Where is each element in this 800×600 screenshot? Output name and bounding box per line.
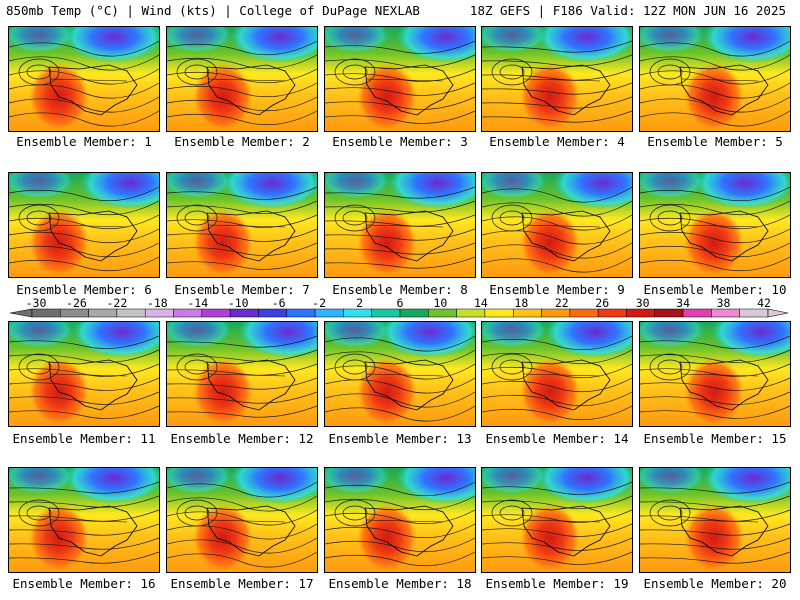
ensemble-member-label: Ensemble Member: 6 [16,282,152,297]
colorbar-tick-label: 18 [514,296,529,310]
colorbar-tick-label: 14 [473,296,488,310]
colorbar-segment [60,308,89,318]
colorbar-tick-label: -26 [66,296,87,310]
colorbar-tick-label: 38 [716,296,731,310]
ensemble-member-map [639,26,791,132]
ensemble-member-label: Ensemble Member: 20 [643,576,787,591]
colorbar-tick-label: 2 [356,296,364,310]
ensemble-member-label: Ensemble Member: 17 [170,576,314,591]
ensemble-member-map [481,172,633,278]
colorbar-segment [201,308,231,318]
colorbar-tick-label: 10 [433,296,448,310]
colorbar-segment [569,308,599,318]
ensemble-member-label: Ensemble Member: 4 [489,134,625,149]
colorbar-segment [739,308,769,318]
colorbar-segment [31,308,61,318]
run-valid-time: 18Z GEFS | F186 Valid: 12Z MON JUN 16 20… [469,3,786,18]
colorbar-segment [682,308,712,318]
colorbar-segment [541,308,571,318]
ensemble-member-map [8,467,160,573]
ensemble-member-map [166,321,318,427]
ensemble-member-map [8,172,160,278]
colorbar-segment [626,308,656,318]
ensemble-member-label: Ensemble Member: 1 [16,134,152,149]
ensemble-member-label: Ensemble Member: 5 [647,134,783,149]
colorbar-tick-label: -18 [146,296,168,310]
ensemble-member-map [481,467,633,573]
colorbar-segment [173,308,203,318]
ensemble-member-map [324,467,476,573]
colorbar-tick-label: 26 [595,296,610,310]
colorbar-segment [512,308,542,318]
chart-title: 850mb Temp (°C) | Wind (kts) | College o… [6,3,420,18]
colorbar-tick-label: -30 [25,296,47,310]
ensemble-member-label: Ensemble Member: 3 [332,134,468,149]
colorbar-segment [456,308,486,318]
ensemble-member-map [166,467,318,573]
ensemble-member-map [8,321,160,427]
colorbar-segment [428,308,457,318]
ensemble-member-map [639,467,791,573]
colorbar-segment [258,308,288,318]
colorbar-tick-label: 6 [396,296,404,310]
colorbar-segment [484,308,514,318]
ensemble-member-label: Ensemble Member: 14 [485,431,629,446]
colorbar-tick-label: 30 [635,296,650,310]
ensemble-member-label: Ensemble Member: 15 [643,431,787,446]
ensemble-member-map [324,321,476,427]
colorbar-tick-label: -14 [187,296,209,310]
ensemble-member-label: Ensemble Member: 11 [12,431,156,446]
ensemble-member-label: Ensemble Member: 9 [489,282,625,297]
ensemble-member-label: Ensemble Member: 13 [328,431,472,446]
colorbar-segment [371,308,401,318]
colorbar-tick-label: -22 [106,296,128,310]
ensemble-member-map [324,26,476,132]
ensemble-member-label: Ensemble Member: 18 [328,576,472,591]
colorbar-segment [654,308,684,318]
colorbar-segment [286,308,316,318]
colorbar-tick-label: 34 [676,296,691,310]
ensemble-member-label: Ensemble Member: 7 [174,282,310,297]
ensemble-member-map [324,172,476,278]
colorbar-tick-label: 42 [757,296,771,310]
colorbar-segment [711,308,740,318]
ensemble-member-map [481,321,633,427]
ensemble-member-label: Ensemble Member: 10 [643,282,787,297]
ensemble-member-label: Ensemble Member: 8 [332,282,468,297]
colorbar-segment [229,308,259,318]
colorbar-tick-label: -2 [312,296,327,310]
colorbar-segment [144,308,174,318]
ensemble-member-label: Ensemble Member: 16 [12,576,156,591]
ensemble-member-map [481,26,633,132]
ensemble-member-map [8,26,160,132]
ensemble-member-label: Ensemble Member: 12 [170,431,314,446]
colorbar-segment [116,308,146,318]
colorbar-segment [343,308,372,318]
colorbar-segment [314,308,344,318]
colorbar-tick-label: 22 [554,296,569,310]
ensemble-member-map [639,172,791,278]
colorbar-tick-label: -6 [271,296,286,310]
colorbar-segment [597,308,627,318]
ensemble-member-map [166,26,318,132]
colorbar-segment [399,308,429,318]
colorbar-tick-label: -10 [227,296,249,310]
ensemble-member-label: Ensemble Member: 2 [174,134,310,149]
colorbar-segment [88,308,118,318]
ensemble-member-label: Ensemble Member: 19 [485,576,629,591]
ensemble-member-map [639,321,791,427]
ensemble-member-map [166,172,318,278]
temperature-colorbar [9,308,789,318]
